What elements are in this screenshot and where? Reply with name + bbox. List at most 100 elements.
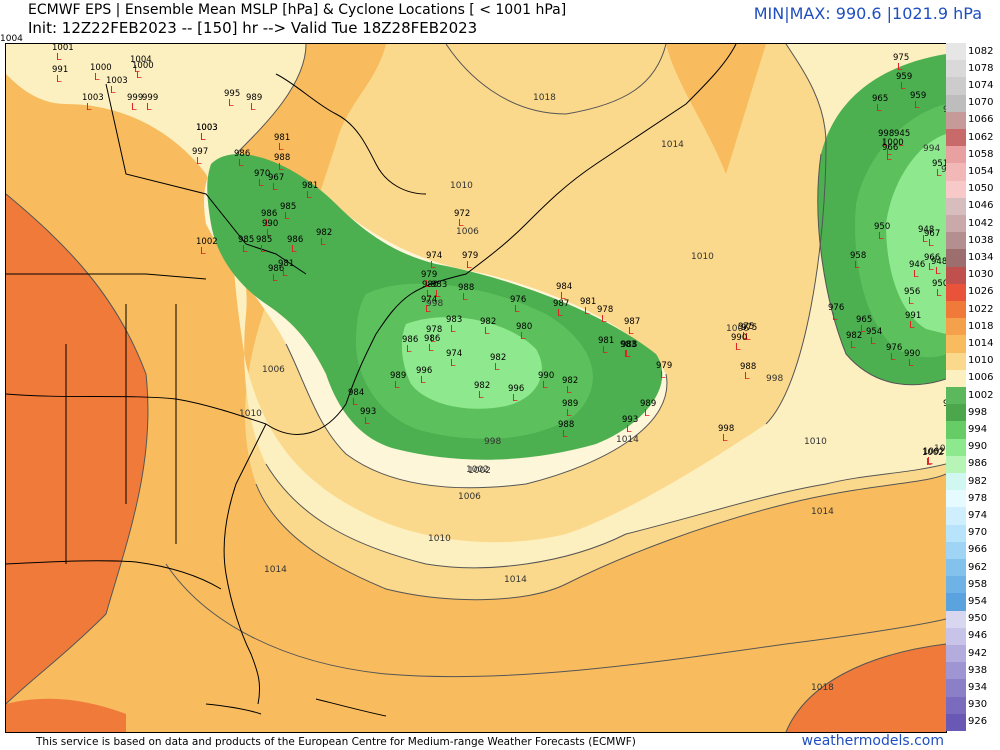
colorbar-swatch bbox=[946, 180, 966, 199]
colorbar-label: 1034 bbox=[968, 252, 994, 263]
cyclone-low-symbol: L bbox=[660, 370, 666, 381]
colorbar-swatch bbox=[946, 335, 966, 354]
cyclone-pressure-label: 975 bbox=[738, 322, 754, 332]
cyclone-low-symbol: L bbox=[260, 244, 266, 255]
cyclone-pressure-label: 970 bbox=[254, 169, 270, 179]
cyclone-low-symbol: L bbox=[238, 158, 244, 169]
colorbar-label: 994 bbox=[968, 424, 988, 435]
cyclone-low-symbol: L bbox=[258, 178, 264, 189]
cyclone-pressure-label: 996 bbox=[416, 366, 432, 376]
isobar-lines bbox=[6, 44, 946, 732]
high-pressure-region-west bbox=[6, 194, 148, 704]
colorbar-label: 954 bbox=[968, 596, 988, 607]
cyclone-pressure-label: 981 bbox=[598, 336, 614, 346]
cyclone-pressure-label: 958 bbox=[850, 251, 866, 261]
cyclone-low-symbol: L bbox=[860, 324, 866, 335]
colorbar-swatch bbox=[946, 559, 966, 577]
cyclone-pressure-label: 966 bbox=[882, 143, 898, 153]
cyclone-low-symbol: L bbox=[742, 331, 748, 342]
cyclone-low-symbol: L bbox=[913, 269, 919, 280]
cyclone-low-symbol: L bbox=[94, 72, 100, 83]
colorbar-label: 962 bbox=[968, 561, 988, 573]
isobar-label: 1006 bbox=[726, 324, 749, 334]
cyclone-pressure-label: 976 bbox=[510, 295, 526, 305]
cyclone-pressure-label: 986 bbox=[234, 149, 250, 159]
cyclone-pressure-label: 974 bbox=[446, 349, 462, 359]
colorbar-label: 1018 bbox=[968, 320, 994, 332]
colorbar-swatch bbox=[946, 215, 966, 233]
cyclone-low-symbol: L bbox=[426, 289, 432, 300]
cyclone-low-symbol: L bbox=[909, 320, 915, 331]
colorbar-label: 1058 bbox=[968, 148, 994, 160]
isobar-label: 998 bbox=[766, 374, 783, 384]
cyclone-low-symbol: L bbox=[624, 349, 630, 360]
cyclone-low-symbol: L bbox=[56, 52, 62, 63]
colorbar-label: 1054 bbox=[968, 166, 994, 177]
colorbar-swatch bbox=[946, 94, 966, 113]
cyclone-pressure-label: 993 bbox=[360, 407, 376, 417]
cyclone-pressure-label: 1003 bbox=[82, 93, 104, 103]
cyclone-pressure-label: 986 bbox=[268, 264, 284, 274]
cyclone-low-symbol: L bbox=[428, 343, 434, 354]
cyclone-pressure-label: 1004 bbox=[130, 55, 152, 65]
cyclone-low-symbol: L bbox=[601, 314, 607, 325]
isobar-label: 994 bbox=[941, 165, 946, 175]
cyclone-pressure-label: 981 bbox=[274, 133, 290, 143]
brand-link[interactable]: weathermodels.com bbox=[801, 733, 944, 749]
cyclone-low-symbol: L bbox=[228, 98, 234, 109]
cyclone-low-symbol: L bbox=[908, 296, 914, 307]
cyclone-low-symbol: L bbox=[922, 234, 928, 245]
colorbar-label: 946 bbox=[968, 630, 988, 642]
colorbar-label: 1050 bbox=[968, 183, 994, 195]
cyclone-low-symbol: L bbox=[136, 70, 142, 81]
cyclone-low-symbol: L bbox=[200, 132, 206, 143]
pressure-map[interactable]: 1010 1006 998 1002 1006 1010 1014 1014 1010 1006 9… bbox=[5, 43, 947, 733]
cyclone-pressure-label: 967 bbox=[268, 173, 284, 183]
map-subtitle-init-valid: Init: 12Z22FEB2023 -- [150] hr --> Valid… bbox=[28, 19, 478, 37]
cyclone-low-symbol: L bbox=[242, 244, 248, 255]
colorbar-label: 1026 bbox=[968, 286, 994, 298]
isobar-label: 1018 bbox=[811, 683, 834, 693]
coastlines bbox=[6, 44, 737, 717]
colorbar-label: 990 bbox=[968, 441, 988, 453]
cyclone-low-symbol: L bbox=[266, 228, 272, 239]
colorbar-swatch bbox=[946, 318, 966, 336]
cyclone-low-symbol: L bbox=[425, 304, 431, 315]
cyclone-low-symbol: L bbox=[134, 64, 140, 75]
map-canvas: 1010100699810021006101010141014101010069… bbox=[6, 44, 946, 732]
colorbar-swatch bbox=[946, 455, 966, 474]
cyclone-low-symbol: L bbox=[644, 408, 650, 419]
colorbar-label: 942 bbox=[968, 647, 988, 659]
cyclone-pressure-label: 998 bbox=[878, 129, 894, 139]
cyclone-pressure-label: 986 bbox=[402, 335, 418, 345]
cyclone-low-symbol: L bbox=[200, 132, 206, 143]
cyclone-low-symbol: L bbox=[870, 336, 876, 347]
cyclone-pressure-label: 946 bbox=[909, 260, 925, 270]
cyclone-pressure-label: 986 bbox=[261, 209, 277, 219]
cyclone-low-symbol: L bbox=[484, 326, 490, 337]
cyclone-low-symbol: L bbox=[272, 273, 278, 284]
